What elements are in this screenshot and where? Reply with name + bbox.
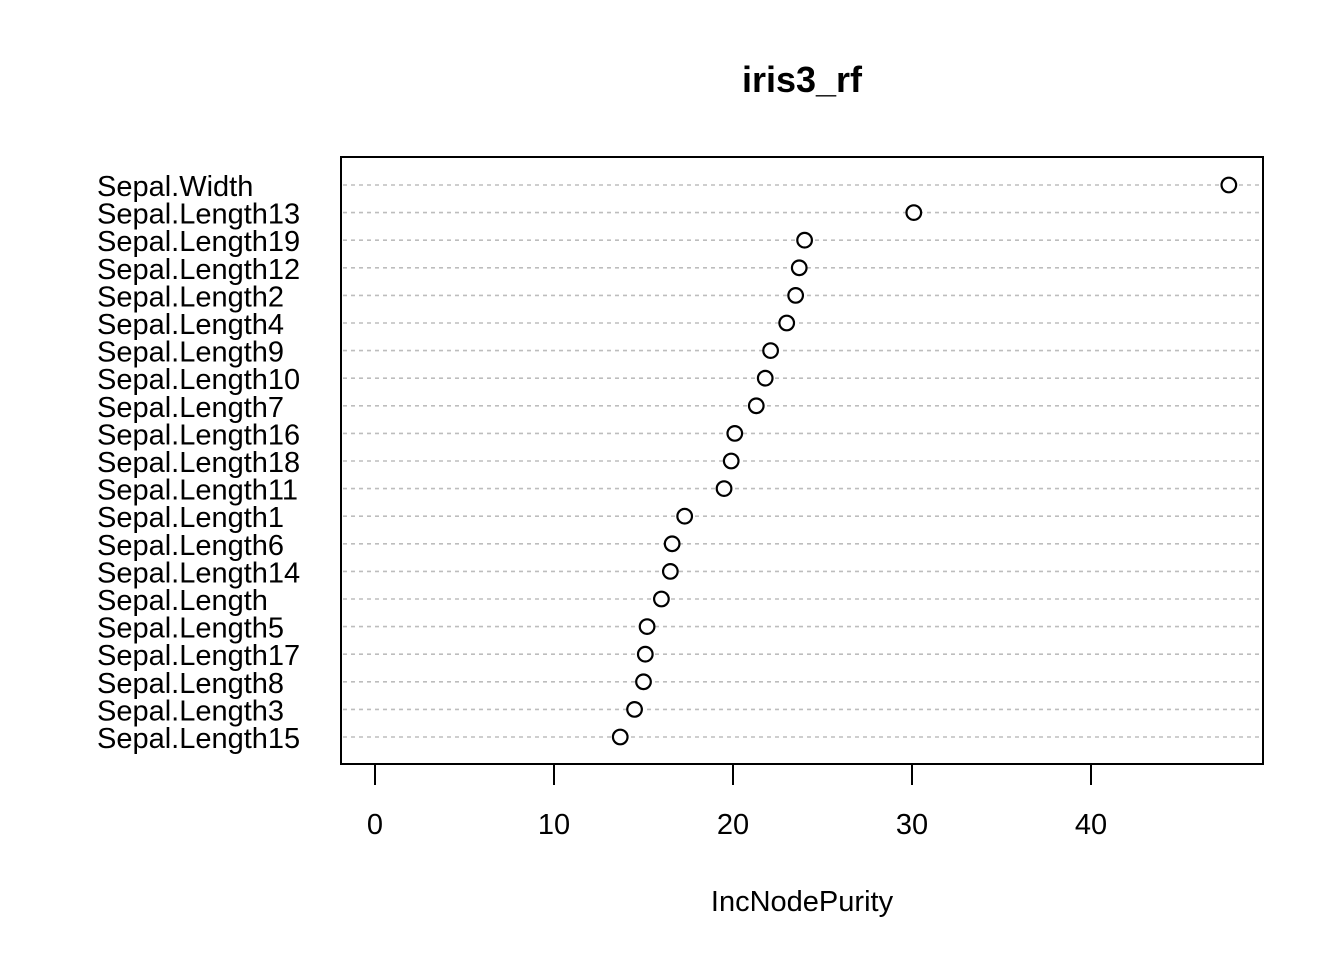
category-label: Sepal.Length14 xyxy=(97,557,300,589)
data-point xyxy=(636,645,654,663)
data-point xyxy=(653,590,670,608)
x-tick-label: 30 xyxy=(896,809,928,841)
category-label: Sepal.Width xyxy=(97,171,253,203)
data-point xyxy=(778,314,796,332)
data-point xyxy=(661,563,679,580)
data-points xyxy=(611,176,1238,746)
category-label: Sepal.Length xyxy=(97,585,268,617)
category-label: Sepal.Length4 xyxy=(97,309,284,341)
category-label: Sepal.Length16 xyxy=(97,419,300,451)
category-label: Sepal.Length7 xyxy=(97,392,284,424)
category-label: Sepal.Length5 xyxy=(97,613,284,645)
category-label: Sepal.Length15 xyxy=(97,723,300,755)
data-point xyxy=(747,397,765,415)
x-tick-label: 10 xyxy=(538,809,570,841)
data-point xyxy=(1220,176,1238,194)
data-point xyxy=(626,701,643,718)
data-point xyxy=(905,204,923,222)
data-point xyxy=(762,342,779,360)
category-label: Sepal.Length2 xyxy=(97,281,284,313)
data-point xyxy=(663,535,681,553)
x-axis: 0 10 20 30 40 xyxy=(367,763,1107,841)
category-label: Sepal.Length19 xyxy=(97,226,300,258)
category-label: Sepal.Length10 xyxy=(97,364,300,396)
category-label: Sepal.Length3 xyxy=(97,695,284,727)
gridlines xyxy=(343,184,1261,738)
data-point xyxy=(635,673,652,691)
data-point xyxy=(638,618,656,635)
x-tick-label: 40 xyxy=(1075,809,1107,841)
data-point xyxy=(796,231,813,249)
data-point xyxy=(726,425,744,442)
x-axis-title: IncNodePurity xyxy=(711,886,894,918)
category-label: Sepal.Length6 xyxy=(97,530,284,562)
category-label: Sepal.Length1 xyxy=(97,502,284,534)
data-point xyxy=(676,507,694,525)
category-label: Sepal.Length9 xyxy=(97,337,284,369)
category-labels: Sepal.WidthSepal.Length13Sepal.Length19S… xyxy=(97,171,300,755)
data-point xyxy=(756,369,774,387)
category-label: Sepal.Length17 xyxy=(97,640,300,672)
chart-title: iris3_rf xyxy=(742,59,863,100)
category-label: Sepal.Length8 xyxy=(97,668,284,700)
data-point xyxy=(790,259,808,277)
data-point xyxy=(722,452,740,470)
category-label: Sepal.Length13 xyxy=(97,199,300,231)
x-tick-label: 20 xyxy=(717,809,749,841)
x-tick-label: 0 xyxy=(367,809,383,841)
category-label: Sepal.Length12 xyxy=(97,254,300,286)
category-label: Sepal.Length11 xyxy=(97,475,298,507)
data-point xyxy=(787,287,805,304)
data-point xyxy=(715,480,733,498)
data-point xyxy=(611,728,629,746)
category-label: Sepal.Length18 xyxy=(97,447,300,479)
